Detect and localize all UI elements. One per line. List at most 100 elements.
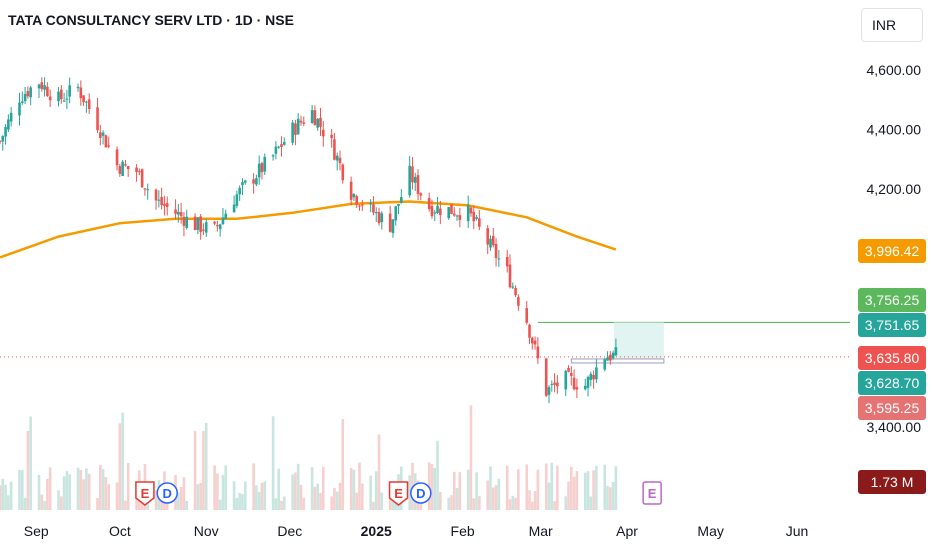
candle-body: [606, 357, 609, 361]
dividend-marker[interactable]: D: [156, 482, 178, 504]
candle-body: [177, 211, 180, 215]
candle-body: [595, 367, 598, 380]
candle-body: [165, 203, 169, 207]
candle-body: [146, 189, 150, 191]
volume-bar: [583, 472, 587, 510]
candle-body: [20, 101, 24, 103]
volume-bar: [517, 469, 520, 510]
candle-body: [104, 135, 108, 148]
volume-bar: [68, 474, 71, 510]
volume-bar: [37, 474, 41, 510]
candle-body: [76, 86, 80, 89]
candle-body: [486, 228, 490, 245]
candle-body: [514, 287, 517, 296]
volume-bar: [489, 466, 492, 510]
volume-bar: [514, 497, 517, 510]
volume-bar: [316, 483, 320, 510]
candle-body: [575, 387, 579, 390]
volume-bar: [238, 493, 241, 510]
candle-body: [603, 359, 607, 370]
volume-bar: [48, 467, 52, 510]
candle-body: [330, 134, 333, 139]
volume-bar: [126, 463, 130, 510]
volume-bar: [372, 501, 375, 510]
price-axis[interactable]: 4,600.00 4,400.00 4,200.00 3,400.00: [867, 62, 922, 435]
candle-body: [79, 87, 83, 99]
candle-body: [263, 156, 267, 172]
volume-bar: [299, 484, 303, 510]
candle-body: [335, 155, 339, 161]
candle-body: [436, 205, 439, 213]
dividend-icon: [410, 482, 432, 504]
candle-body: [216, 225, 219, 227]
candle-body: [556, 382, 559, 387]
volume-bar: [458, 472, 462, 510]
candle-body: [570, 373, 573, 376]
candle-body: [221, 217, 225, 225]
candle-body: [296, 118, 300, 135]
position-tool[interactable]: [0, 321, 850, 364]
earnings-icon: [642, 481, 662, 505]
volume-bar: [525, 464, 529, 510]
volume-bar: [430, 463, 434, 510]
candle-body: [224, 213, 228, 220]
price-label-last-price: 3,635.80: [858, 346, 926, 370]
time-axis[interactable]: Sep Oct Nov Dec 2025 Feb Mar Apr May Jun: [24, 523, 809, 539]
earnings-marker[interactable]: E: [642, 481, 662, 505]
volume-bar: [606, 485, 609, 510]
dividend-icon: [156, 482, 178, 504]
volume-bar: [486, 480, 490, 510]
volume-bar: [263, 481, 267, 510]
candle-body: [408, 165, 411, 196]
candle-body: [154, 189, 158, 201]
volume-bar: [282, 496, 286, 510]
earnings-marker[interactable]: E: [135, 481, 155, 506]
currency-button[interactable]: INR: [861, 8, 923, 42]
volume-bar: [29, 416, 32, 510]
volume-bar: [46, 478, 49, 510]
volume-bar: [65, 471, 69, 510]
time-tick-label: Nov: [194, 523, 219, 539]
candle-body: [1, 136, 5, 142]
candle-body: [143, 188, 147, 190]
volume-bar: [1, 478, 5, 510]
volume-bar: [447, 497, 450, 510]
volume-bar: [475, 472, 478, 510]
candle-body: [508, 264, 512, 288]
volume-bar: [377, 434, 381, 510]
candle-body: [87, 99, 91, 110]
price-label-target-line: 3,751.65: [858, 313, 926, 337]
volume-bar: [177, 492, 180, 510]
volume-bar: [388, 499, 392, 510]
candle-body: [586, 376, 590, 388]
volume-bar: [478, 496, 481, 510]
candle-body: [37, 84, 41, 89]
candle-body: [101, 132, 105, 136]
candle-body: [9, 112, 13, 122]
volume-bar: [508, 499, 512, 510]
volume-bar: [202, 431, 205, 510]
candle-body: [0, 141, 2, 143]
dividend-marker[interactable]: D: [410, 482, 432, 504]
candle-body: [196, 217, 200, 230]
volume-bar: [124, 500, 127, 510]
candle-body: [388, 213, 392, 232]
candle-body: [29, 87, 32, 98]
volume-bar: [341, 419, 345, 510]
candle-body: [564, 370, 568, 390]
candle-body: [26, 91, 30, 97]
volume-bar: [185, 500, 189, 510]
candle-body: [138, 171, 141, 173]
earnings-marker[interactable]: E: [388, 481, 409, 506]
volume-bar: [277, 468, 280, 510]
price-tick-label: 4,400.00: [867, 122, 922, 138]
candle-body: [193, 216, 197, 231]
candle-body: [313, 110, 317, 126]
volume-bar: [79, 470, 83, 510]
moving-average-line: [0, 200, 617, 259]
volume-bar: [310, 467, 314, 510]
candle-body: [517, 297, 520, 306]
volume-bar: [280, 500, 283, 510]
